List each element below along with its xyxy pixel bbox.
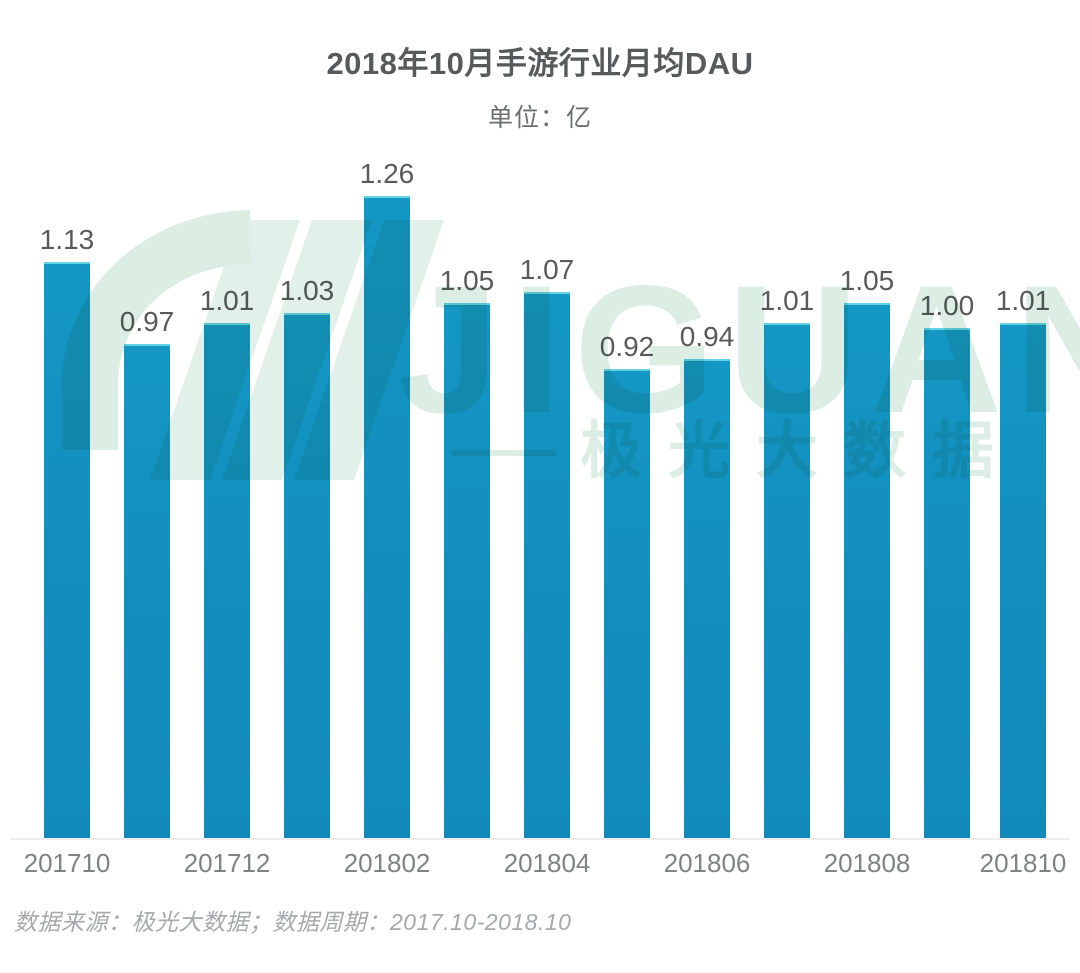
bar-value-label: 1.26 <box>359 158 415 189</box>
bar-201801[interactable] <box>284 313 330 838</box>
bar-201803[interactable] <box>444 303 490 838</box>
bar-value-label: 1.01 <box>759 285 815 316</box>
bar-201808[interactable] <box>844 303 890 838</box>
bar-value-label: 1.13 <box>39 224 95 255</box>
x-tick-201808: 201808 <box>823 848 911 878</box>
bar-201802[interactable] <box>364 196 410 838</box>
bar-201711[interactable] <box>124 344 170 838</box>
x-tick-201810: 201810 <box>979 848 1067 878</box>
x-tick-201802: 201802 <box>343 848 431 878</box>
bar-value-label: 1.01 <box>199 285 255 316</box>
x-tick-201710: 201710 <box>23 848 111 878</box>
bar-value-label: 1.00 <box>919 290 975 321</box>
bar-value-label: 0.97 <box>119 306 175 337</box>
x-tick-201712: 201712 <box>183 848 271 878</box>
bar-201710[interactable] <box>44 262 90 838</box>
bar-value-label: 0.92 <box>599 331 655 362</box>
bar-value-label: 1.05 <box>839 265 895 296</box>
bar-value-label: 1.05 <box>439 265 495 296</box>
x-tick-201806: 201806 <box>663 848 751 878</box>
bar-201810[interactable] <box>1000 323 1046 838</box>
bar-201809[interactable] <box>924 328 970 838</box>
bar-201805[interactable] <box>604 369 650 838</box>
chart-title: 2018年10月手游行业月均DAU <box>326 46 754 81</box>
bar-value-label: 1.03 <box>279 275 335 306</box>
bar-201712[interactable] <box>204 323 250 838</box>
bar-201806[interactable] <box>684 359 730 838</box>
x-tick-201804: 201804 <box>503 848 591 878</box>
bar-value-label: 0.94 <box>679 321 735 352</box>
chart-subtitle: 单位：亿 <box>487 104 592 132</box>
bar-201804[interactable] <box>524 292 570 838</box>
source-note: 数据来源：极光大数据；数据周期：2017.10-2018.10 <box>14 909 572 935</box>
bar-201807[interactable] <box>764 323 810 838</box>
axis-baseline <box>10 838 1070 840</box>
bar-value-label: 1.07 <box>519 254 575 285</box>
bar-value-label: 1.01 <box>995 285 1051 316</box>
